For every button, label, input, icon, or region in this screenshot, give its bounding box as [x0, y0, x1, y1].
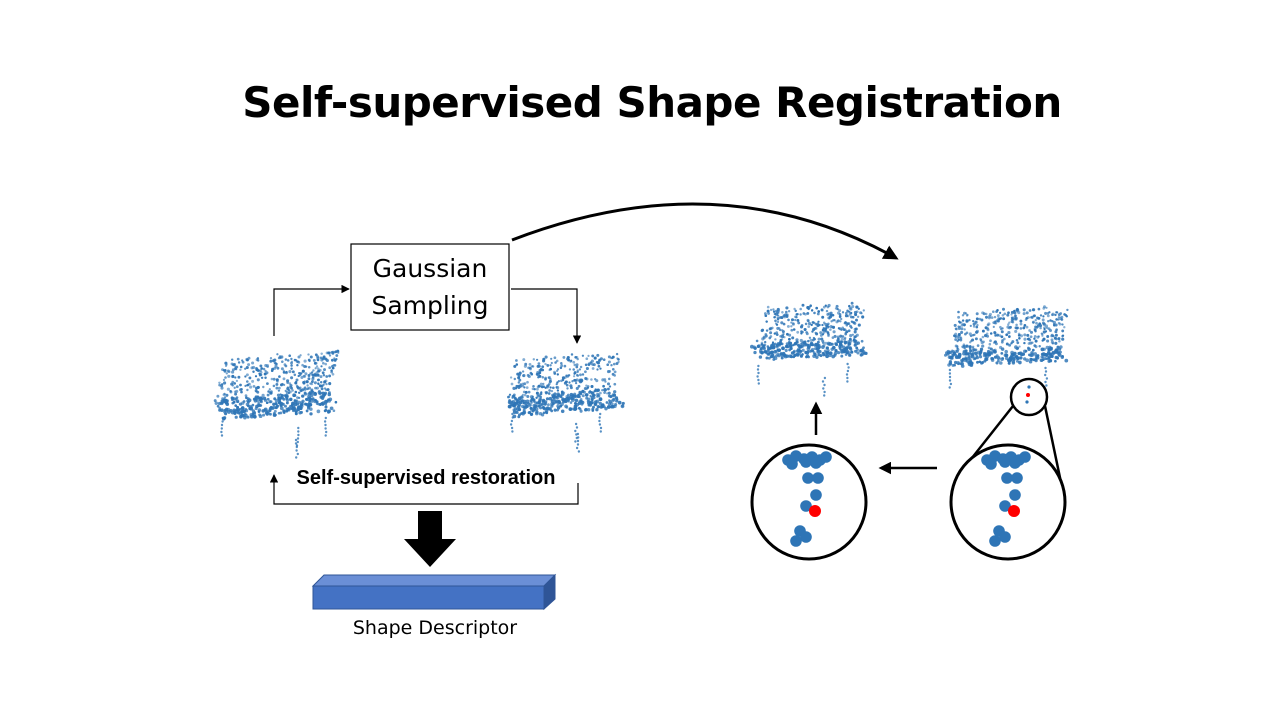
down-arrow-icon [404, 511, 456, 567]
restoration-loop-arrow [269, 474, 579, 505]
zoom-source-marker [1009, 377, 1049, 417]
gaussian-label-line1: Gaussian [372, 254, 488, 283]
arrow-from-gaussian [511, 288, 582, 344]
restoration-label: Self-supervised restoration [296, 467, 556, 489]
shape-descriptor-bar [311, 573, 557, 611]
gaussian-label-line2: Sampling [371, 291, 489, 320]
gaussian-sampling-label: Gaussian Sampling [351, 244, 509, 330]
slide-title: Self-supervised Shape Registration [242, 78, 1062, 127]
gaussian-sampling-box [350, 243, 510, 331]
zoom-lens-source [949, 443, 1067, 561]
chair-point-cloud-target [750, 301, 868, 397]
chair-point-cloud-original [213, 349, 340, 459]
zoom-lens-target [750, 443, 868, 561]
curved-arrow [511, 202, 899, 260]
shape-descriptor-label: Shape Descriptor [352, 617, 518, 639]
arrow-to-gaussian [273, 284, 350, 336]
chair-point-cloud-sampled [507, 352, 625, 453]
chair-point-cloud-source [943, 305, 1069, 399]
